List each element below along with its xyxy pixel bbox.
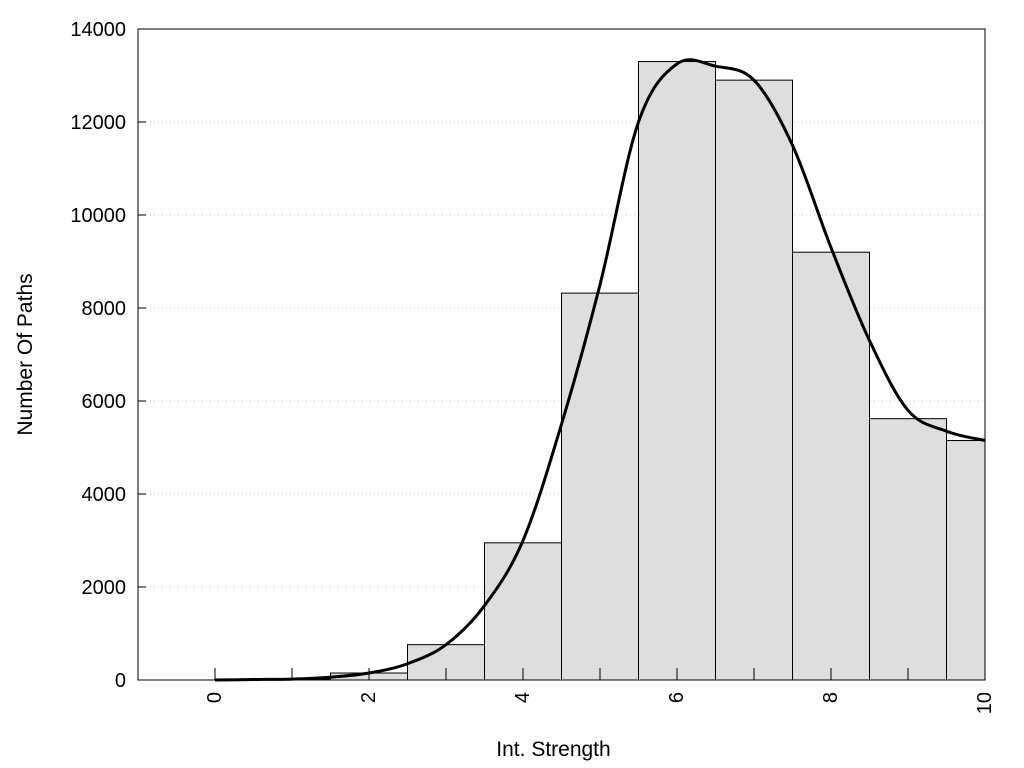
histogram-bar <box>484 542 562 681</box>
x-tick-label: 10 <box>974 692 996 714</box>
x-tick-label: 2 <box>358 692 380 703</box>
bars <box>253 61 986 681</box>
histogram-bar <box>869 418 947 681</box>
density-curve <box>214 58 986 682</box>
x-tick-label: 0 <box>204 692 226 703</box>
y-tick-label: 2000 <box>82 577 127 599</box>
histogram-bar <box>715 79 793 681</box>
x-tick-label: 6 <box>666 692 688 703</box>
y-tick-label: 0 <box>115 670 126 692</box>
plot-frame <box>137 28 986 681</box>
x-axis-title: Int. Strength <box>496 738 610 761</box>
y-axis-title: Number Of Paths <box>14 273 37 435</box>
histogram-bar <box>946 440 986 681</box>
density-curve-group <box>214 58 986 682</box>
histogram-bar <box>638 61 716 681</box>
ticks: 0 2000 4000 6000 8000 10000 12000 14000 0 2 4 6 8 10 <box>70 19 996 714</box>
y-tick-label: 12000 <box>70 112 126 134</box>
y-tick-label: 6000 <box>82 391 127 413</box>
y-tick-label: 10000 <box>70 205 126 227</box>
y-tick-label: 14000 <box>70 19 126 41</box>
histogram-bar <box>561 292 639 681</box>
y-tick-label: 4000 <box>82 484 127 506</box>
x-tick-label: 4 <box>512 692 534 703</box>
y-tick-label: 8000 <box>82 298 127 320</box>
x-tick-label: 8 <box>820 692 842 703</box>
